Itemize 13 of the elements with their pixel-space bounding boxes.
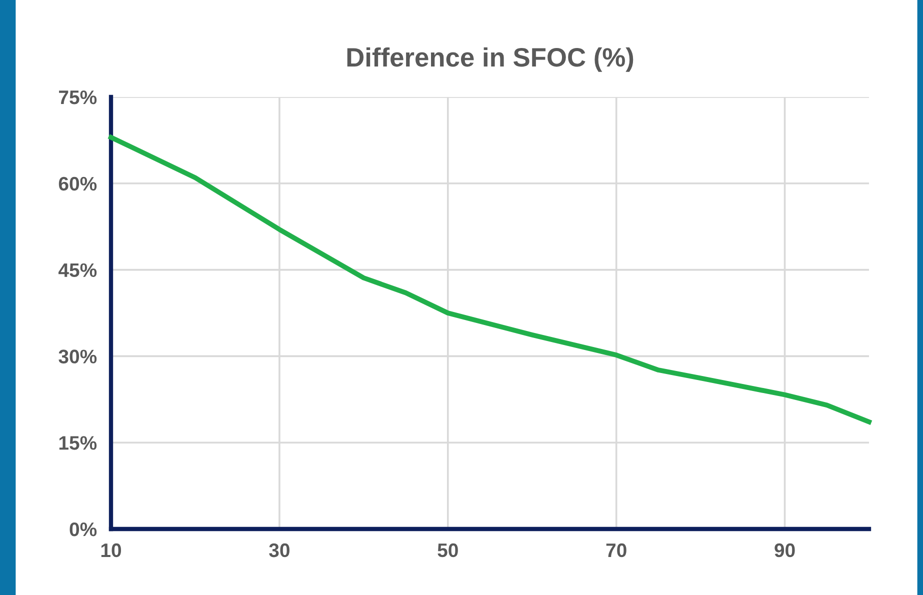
y-tick-label: 15% [59, 436, 97, 450]
x-tick-label: 30 [269, 543, 290, 558]
y-tick-label: 60% [58, 176, 97, 191]
x-tick-label: 50 [438, 543, 458, 558]
x-tick-label: 90 [774, 543, 795, 558]
x-tick-label: 10 [101, 543, 122, 558]
x-tick-label: 70 [606, 543, 626, 558]
y-tick-label: 75% [59, 90, 97, 104]
y-tick-label: 0% [70, 522, 97, 536]
line-series [108, 134, 872, 424]
y-tick-label: 45% [58, 263, 97, 278]
y-tick-label: 30% [58, 350, 97, 364]
chart-title: Difference in SFOC (%) [347, 47, 634, 72]
